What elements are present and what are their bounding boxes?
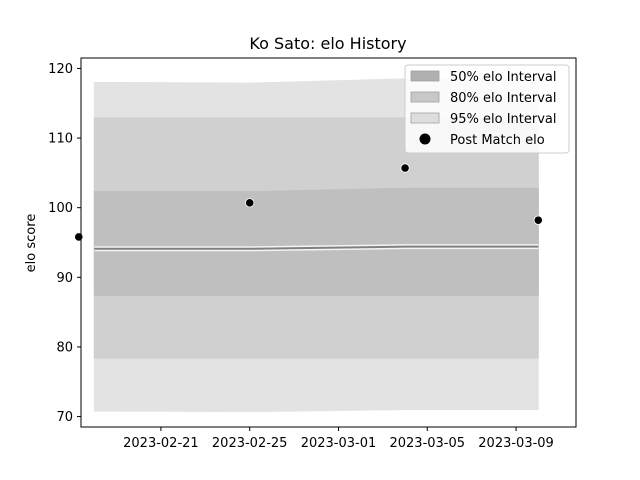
post-match-elo-point	[533, 215, 543, 225]
x-tick-label: 2023-02-21	[123, 436, 199, 451]
y-tick-label: 110	[48, 132, 73, 147]
post-match-elo-point	[245, 198, 255, 208]
legend-marker-scatter	[419, 133, 431, 145]
y-tick-label: 120	[48, 62, 73, 77]
x-tick-label: 2023-03-09	[478, 436, 554, 451]
x-tick-label: 2023-03-01	[301, 436, 377, 451]
y-axis-label: elo score	[24, 214, 39, 273]
band-50-elo-interval	[93, 187, 539, 296]
x-tick-label: 2023-03-05	[389, 436, 465, 451]
legend-label: 95% elo Interval	[450, 112, 557, 127]
post-match-elo-point	[74, 232, 84, 242]
legend: 50% elo Interval 80% elo Interval 95% elo …	[404, 64, 570, 154]
y-tick-label: 100	[48, 201, 73, 216]
x-tick-label: 2023-02-25	[212, 436, 288, 451]
legend-swatch	[410, 70, 440, 82]
plot-area	[74, 78, 543, 413]
legend-label: 50% elo Interval	[450, 70, 557, 85]
axes: 70 80 90 100 110 120 2023-02-21 2023-02-25 2023-…	[48, 57, 577, 451]
legend-swatch	[410, 112, 440, 124]
y-tick-label: 90	[56, 271, 73, 286]
y-tick-label: 70	[56, 410, 73, 425]
legend-swatch	[410, 91, 440, 103]
y-tick-label: 80	[56, 340, 73, 355]
legend-label: 80% elo Interval	[450, 91, 557, 106]
mean-elo-line	[94, 245, 539, 250]
post-match-elo-point	[400, 163, 410, 173]
legend-label: Post Match elo	[450, 133, 545, 148]
axes-frame	[80, 57, 577, 428]
legend-box	[404, 64, 570, 154]
chart-title: Ko Sato: elo History	[249, 34, 406, 53]
